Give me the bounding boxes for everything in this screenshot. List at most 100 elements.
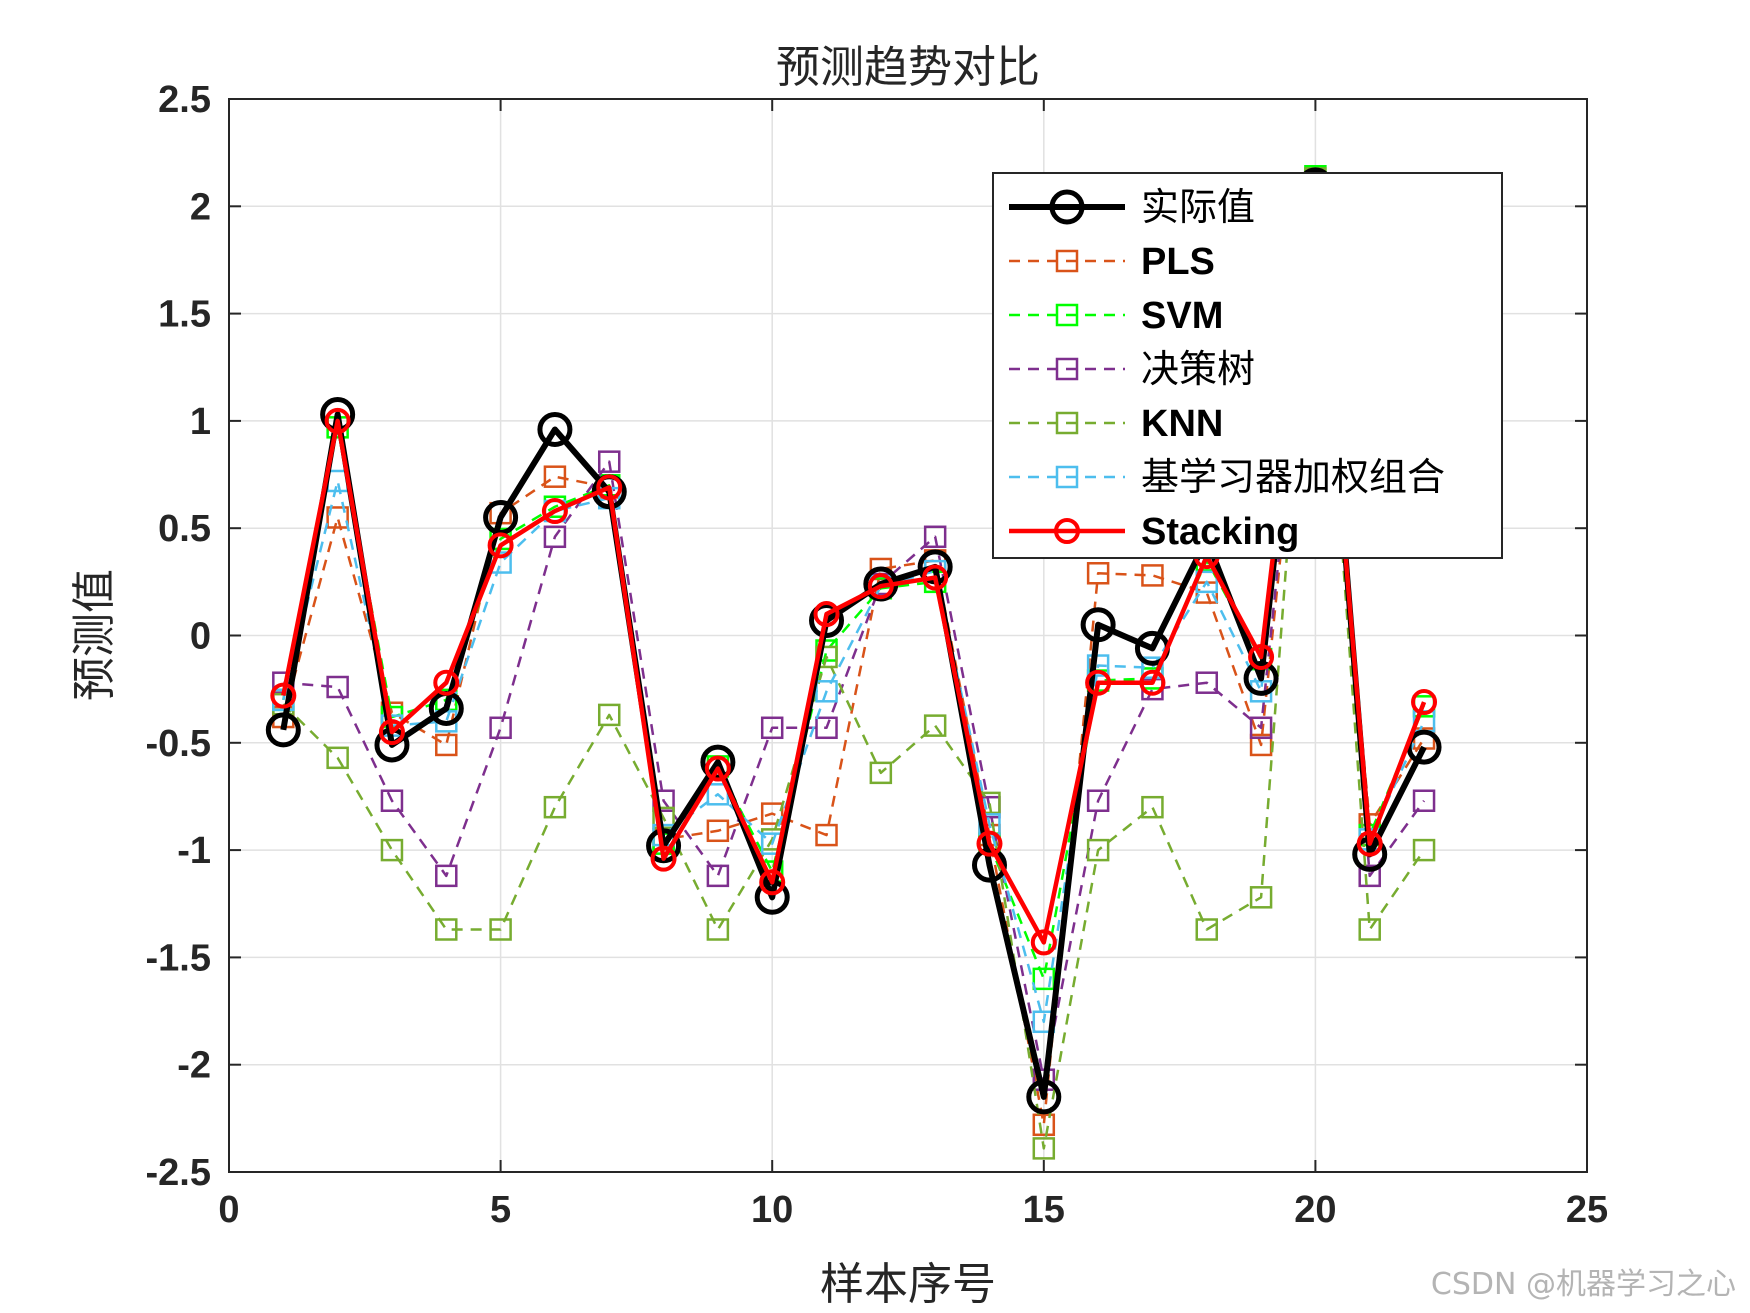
- legend-item: PLS: [1009, 241, 1215, 283]
- legend-marker: [1055, 411, 1079, 435]
- data-point: [1249, 733, 1273, 757]
- data-point: [704, 755, 731, 782]
- data-point: [976, 830, 1003, 857]
- data-point: [543, 525, 567, 549]
- data-point: [815, 680, 838, 703]
- series-line: [283, 205, 1426, 1081]
- x-tick-label: 20: [1294, 1189, 1336, 1231]
- data-point: [922, 564, 949, 591]
- y-tick-label: 1.5: [158, 294, 211, 336]
- data-point: [1411, 689, 1438, 716]
- y-tick-label: 1: [190, 401, 211, 443]
- y-tick-label: -0.5: [146, 723, 211, 765]
- legend-item: SVM: [1009, 295, 1223, 337]
- y-tick-label: -2: [177, 1045, 211, 1087]
- data-point: [1032, 1113, 1056, 1137]
- data-point: [1412, 838, 1436, 862]
- legend-label: KNN: [1141, 403, 1223, 445]
- y-tick-label: -1: [177, 830, 211, 872]
- data-point: [1026, 1079, 1062, 1115]
- data-point: [759, 869, 786, 896]
- data-point: [1139, 669, 1166, 696]
- data-point: [923, 525, 947, 549]
- legend-marker: [1054, 518, 1080, 544]
- data-point: [380, 789, 404, 812]
- data-point: [380, 838, 404, 862]
- x-tick-label: 5: [490, 1189, 511, 1231]
- data-point: [700, 744, 736, 780]
- data-point: [1356, 830, 1383, 857]
- data-point: [435, 918, 458, 941]
- legend-item: Stacking: [1009, 511, 1299, 553]
- legend-marker: [1055, 465, 1079, 489]
- y-tick-label: 2: [190, 186, 211, 228]
- data-point: [706, 918, 730, 941]
- chart-title: 预测趋势对比: [776, 42, 1040, 93]
- legend-item: 决策树: [1009, 347, 1255, 391]
- x-axis-label: 样本序号: [820, 1259, 996, 1310]
- data-point: [537, 411, 573, 447]
- legend-label: Stacking: [1141, 511, 1299, 553]
- legend-label: 实际值: [1141, 185, 1255, 229]
- y-tick-label: 0.5: [158, 508, 211, 550]
- legend-label: PLS: [1141, 241, 1215, 283]
- data-point: [815, 716, 838, 740]
- data-point: [650, 845, 677, 872]
- data-point: [1032, 1137, 1056, 1160]
- series-line: [282, 177, 1426, 1150]
- axis-ticks: 0 5 10 15 20 25 -2.5 -2 -1.5 -1 -0.5 0 0.5 1 1.5 2 2.5: [146, 79, 1609, 1231]
- data-point: [1243, 660, 1279, 696]
- data-point: [869, 761, 893, 785]
- data-point: [867, 573, 894, 600]
- data-point: [706, 864, 730, 888]
- legend-label: 基学习器加权组合: [1141, 455, 1445, 499]
- series-6: [270, 182, 1438, 956]
- y-tick-label: 0: [190, 616, 211, 658]
- data-point: [760, 716, 784, 740]
- data-point: [1030, 929, 1057, 956]
- data-point: [1086, 562, 1110, 585]
- data-point: [489, 716, 512, 740]
- data-point: [971, 847, 1007, 883]
- data-point: [1080, 607, 1116, 643]
- legend-marker: [1055, 303, 1079, 327]
- data-point: [1358, 864, 1381, 888]
- data-point: [597, 450, 621, 473]
- data-point: [597, 703, 621, 727]
- data-point: [326, 675, 349, 699]
- data-point: [543, 465, 567, 488]
- data-point: [1086, 654, 1110, 677]
- series-line: [281, 193, 1427, 945]
- data-point: [433, 669, 460, 696]
- data-point: [435, 864, 458, 888]
- watermark: CSDN @机器学习之心: [1430, 1267, 1736, 1302]
- legend-marker: [1049, 189, 1085, 225]
- series-line: [282, 194, 1426, 1024]
- data-point: [435, 733, 458, 757]
- data-point: [487, 532, 514, 559]
- y-tick-label: 2.5: [158, 79, 211, 121]
- data-point: [489, 918, 512, 941]
- data-point: [1412, 789, 1436, 812]
- data-point: [706, 819, 730, 843]
- data-point: [326, 746, 349, 770]
- data-point: [1086, 789, 1110, 812]
- data-point: [1249, 886, 1273, 909]
- data-point: [1032, 967, 1056, 991]
- data-point: [1195, 671, 1219, 694]
- data-point: [1141, 564, 1164, 587]
- y-axis-label: 预测值: [69, 569, 120, 701]
- data-point: [1085, 669, 1112, 696]
- data-point: [596, 474, 623, 501]
- legend-marker: [1055, 357, 1079, 381]
- data-point: [324, 407, 351, 434]
- data-point: [923, 714, 947, 737]
- data-point: [1195, 918, 1219, 941]
- legend: 实际值 PLS SVM 决策树 KNN 基学习器加权组合 Stacking: [992, 172, 1503, 559]
- data-point: [813, 601, 840, 628]
- data-point: [815, 823, 838, 847]
- x-tick-label: 0: [218, 1189, 239, 1231]
- series-layer: [265, 165, 1442, 1160]
- data-point: [760, 802, 784, 825]
